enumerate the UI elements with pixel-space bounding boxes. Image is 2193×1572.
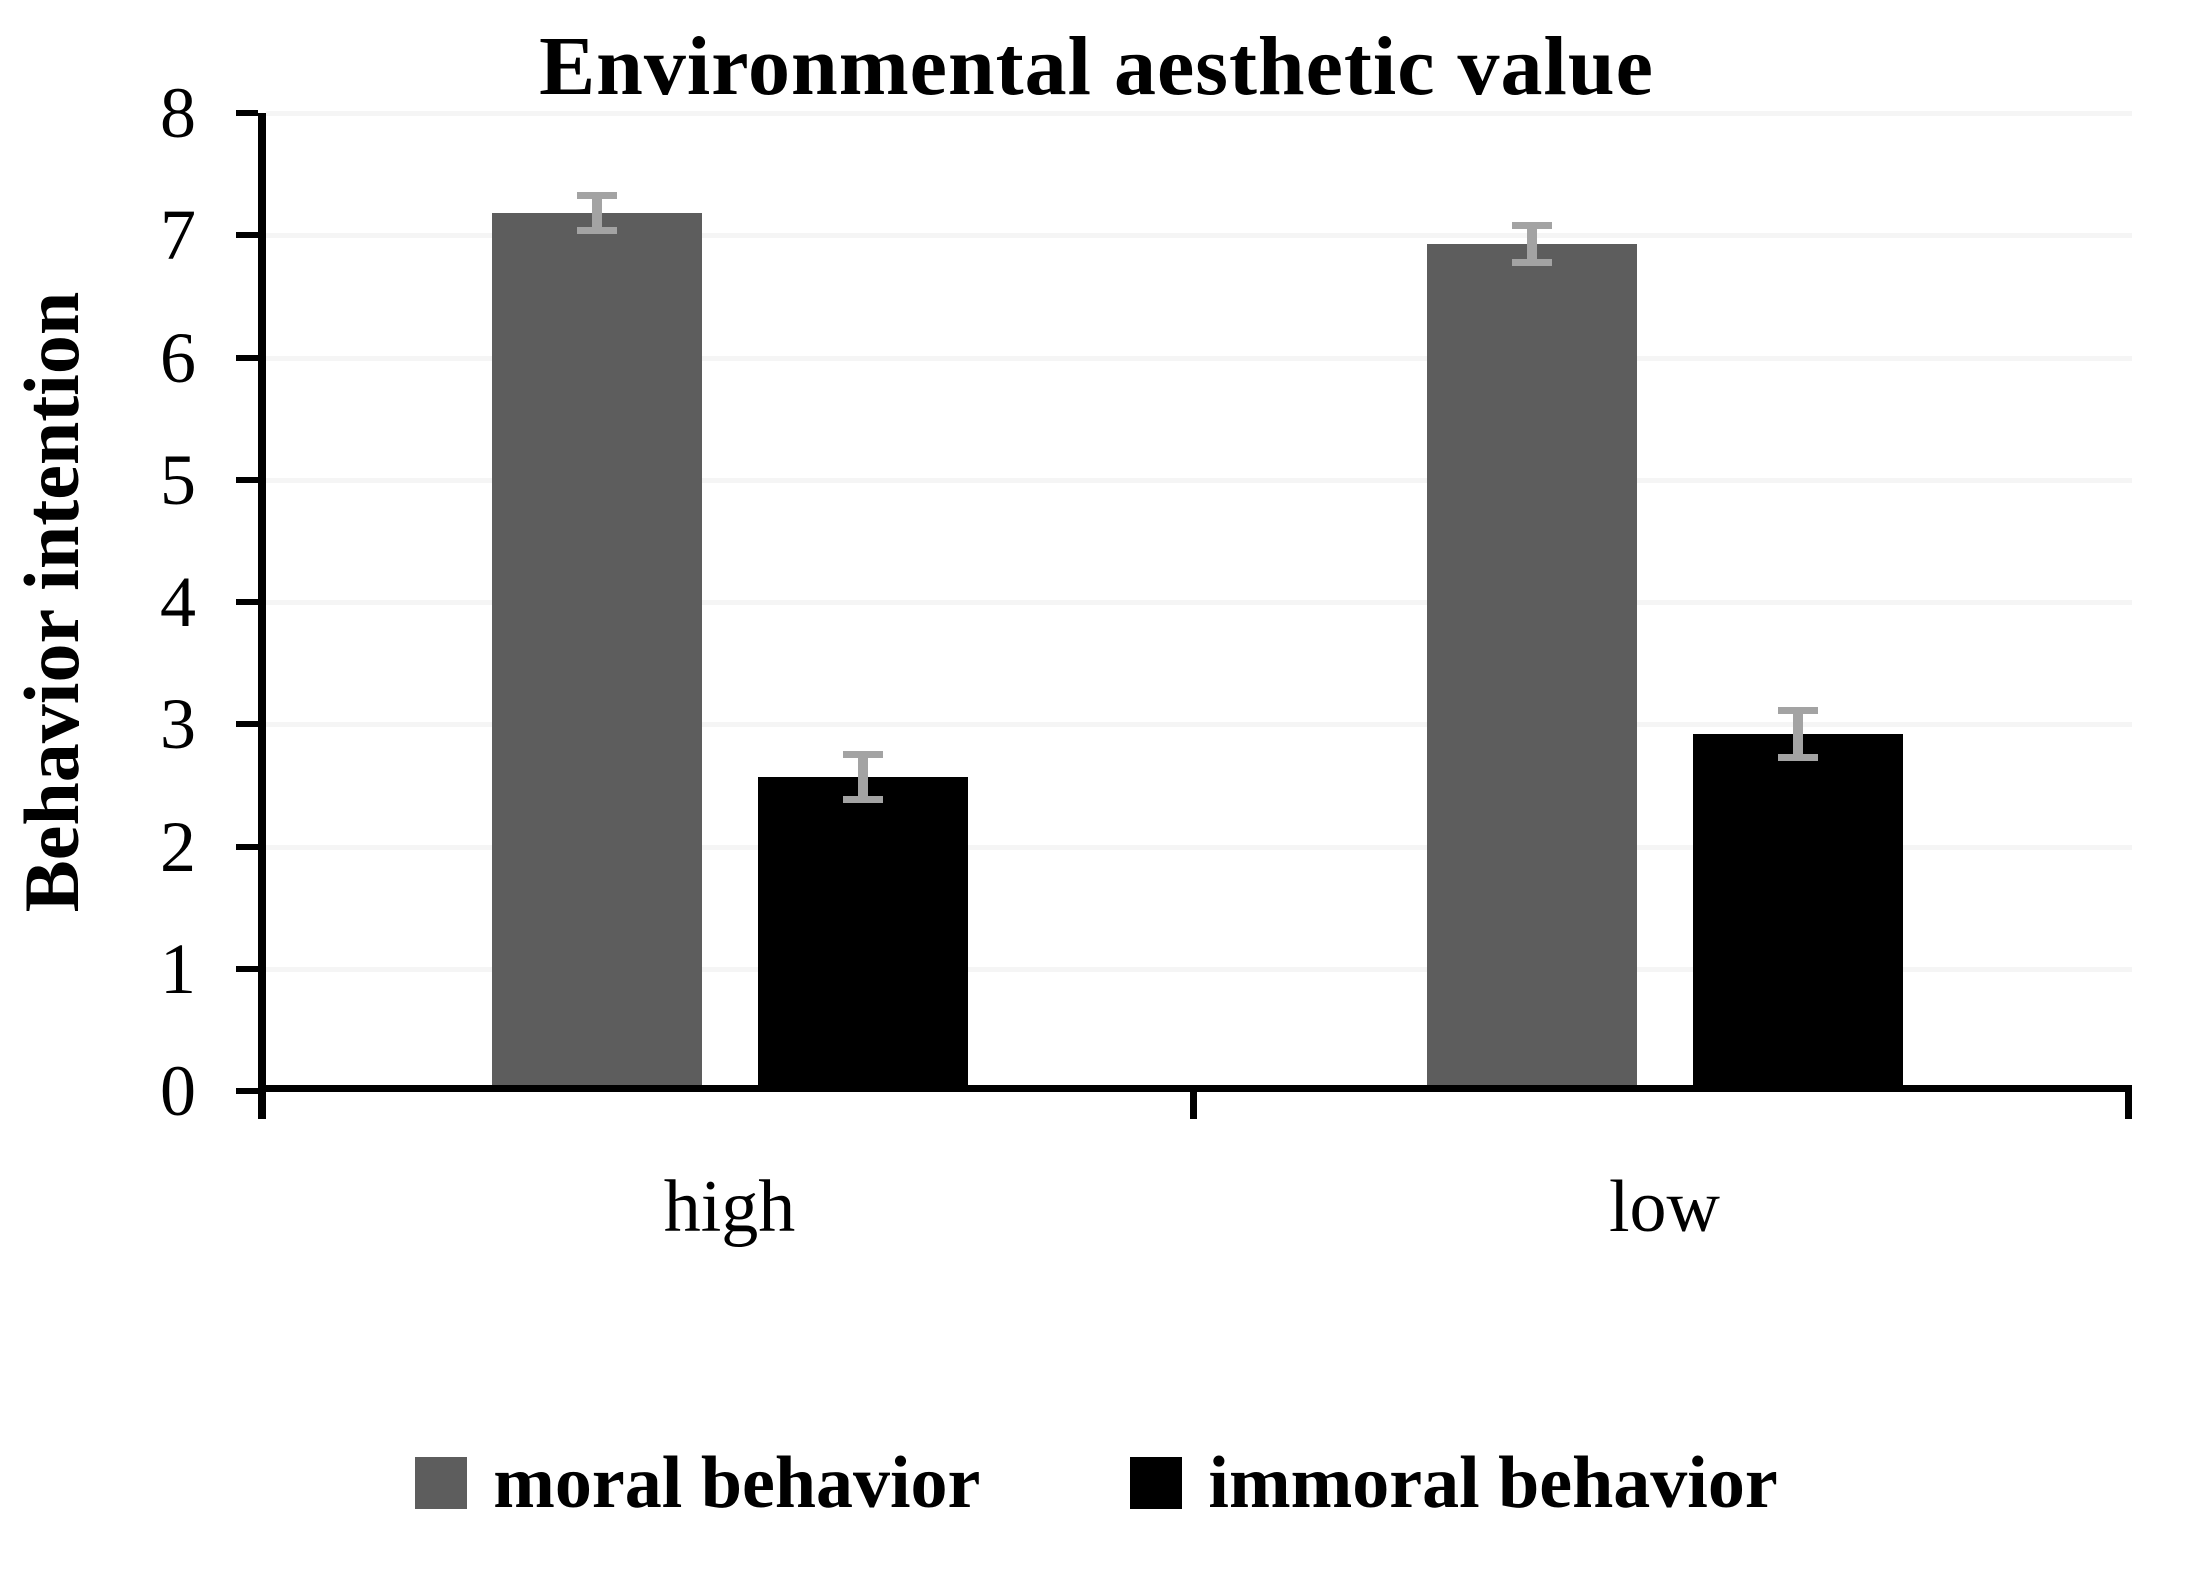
legend-label: moral behavior [493,1442,981,1524]
bar-immoral-behavior-high [757,776,968,1091]
y-tick [236,843,258,850]
error-bar-stem [591,197,602,230]
error-bar-cap [1777,707,1818,715]
y-tick [236,1088,258,1094]
legend-swatch [1130,1457,1183,1509]
error-bar-cap [576,227,617,235]
error-bar-stem [1792,712,1803,757]
y-tick-label: 0 [160,1051,196,1131]
x-tick [2125,1091,2132,1119]
y-axis-line [258,113,266,1119]
chart-title: Environmental aesthetic value [539,20,1654,113]
y-tick-label: 3 [160,684,196,765]
legend-swatch [415,1457,468,1509]
bar-moral-behavior-high [491,213,702,1091]
gridline [266,111,2132,116]
legend-item-immoral-behavior: immoral behavior [1130,1442,1778,1524]
x-tick [1190,1091,1197,1119]
bar-moral-behavior-low [1426,243,1637,1091]
gridline [266,844,2132,850]
legend-label: immoral behavior [1208,1442,1778,1524]
gridline [266,966,2132,972]
error-bar-cap [1511,221,1552,229]
legend: moral behavior immoral behavior [0,1428,2193,1538]
bar-immoral-behavior-low [1692,734,1903,1091]
gridline [266,722,2132,728]
y-tick [236,354,258,361]
y-tick [236,599,258,605]
y-tick-label: 4 [160,562,196,642]
error-bar-cap [842,795,883,803]
y-tick [236,110,258,116]
y-tick [236,232,258,239]
gridline [266,233,2132,239]
error-bar-stem [1526,226,1537,261]
category-label-low: low [1609,1166,1720,1248]
y-tick-label: 7 [160,195,196,276]
category-label-high: high [663,1166,796,1248]
y-tick-label: 5 [160,439,196,520]
error-bar-cap [842,751,883,759]
y-tick [236,965,258,972]
y-tick-label: 6 [160,317,196,398]
error-bar-cap [1511,258,1552,266]
y-tick-label: 1 [160,928,196,1009]
gridline [266,355,2132,361]
gridline [266,477,2132,483]
error-bar-cap [576,192,617,200]
error-bar-stem [857,756,868,798]
x-axis-line [258,1085,2132,1092]
y-tick [236,721,258,728]
y-tick [236,476,258,483]
y-tick-label: 2 [160,806,196,887]
error-bar-cap [1777,754,1818,762]
y-tick-label: 8 [160,73,196,153]
legend-item-moral-behavior: moral behavior [415,1446,980,1520]
gridline [266,600,2132,605]
